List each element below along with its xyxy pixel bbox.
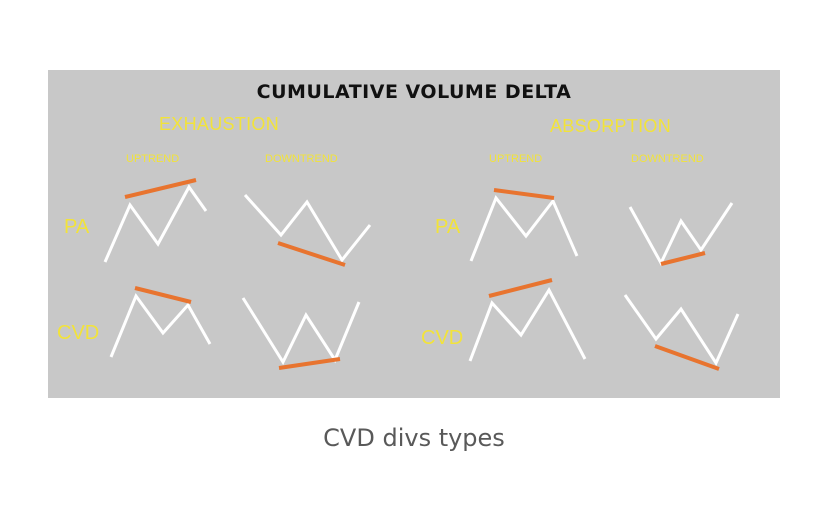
exhaustion-uptrend-cvd-line bbox=[109, 292, 212, 358]
absorption-heading: ABSORPTION bbox=[550, 116, 672, 136]
exhaustion-uptrend-pa-divergence bbox=[124, 178, 197, 199]
exhaustion-uptrend-label: UPTREND bbox=[126, 153, 180, 165]
exhaustion-uptrend-pa-line bbox=[103, 184, 208, 263]
exhaustion-pa-label: PA bbox=[64, 216, 90, 238]
absorption-cvd-label: CVD bbox=[421, 327, 464, 349]
diagram-title: CUMULATIVE VOLUME DELTA bbox=[256, 81, 572, 103]
exhaustion-downtrend-pa-divergence bbox=[277, 241, 346, 267]
diagram-artwork bbox=[103, 178, 740, 371]
absorption-uptrend-cvd-line bbox=[468, 286, 587, 362]
exhaustion-uptrend-cvd-divergence bbox=[134, 286, 192, 304]
absorption-downtrend-pa-divergence bbox=[660, 251, 706, 266]
absorption-pa-label: PA bbox=[435, 216, 461, 238]
cvd-diagram: CUMULATIVE VOLUME DELTA EXHAUSTION ABSOR… bbox=[48, 70, 780, 398]
absorption-uptrend-label: UPTREND bbox=[489, 153, 543, 165]
absorption-uptrend-cvd-divergence bbox=[488, 278, 553, 298]
absorption-uptrend-pa-divergence bbox=[493, 188, 555, 200]
image-caption: CVD divs types bbox=[323, 424, 505, 452]
exhaustion-downtrend-cvd-line bbox=[241, 297, 361, 366]
absorption-uptrend-pa-line bbox=[469, 195, 579, 262]
absorption-downtrend-pa-line bbox=[628, 202, 734, 267]
exhaustion-cvd-label: CVD bbox=[57, 322, 100, 344]
absorption-downtrend-cvd-line bbox=[623, 294, 740, 367]
exhaustion-downtrend-pa-line bbox=[243, 193, 372, 263]
exhaustion-downtrend-cvd-divergence bbox=[278, 357, 341, 370]
absorption-downtrend-cvd-divergence bbox=[654, 344, 720, 371]
exhaustion-downtrend-label: DOWNTREND bbox=[265, 153, 338, 165]
exhaustion-heading: EXHAUSTION bbox=[159, 114, 280, 134]
absorption-downtrend-label: DOWNTREND bbox=[631, 153, 704, 165]
